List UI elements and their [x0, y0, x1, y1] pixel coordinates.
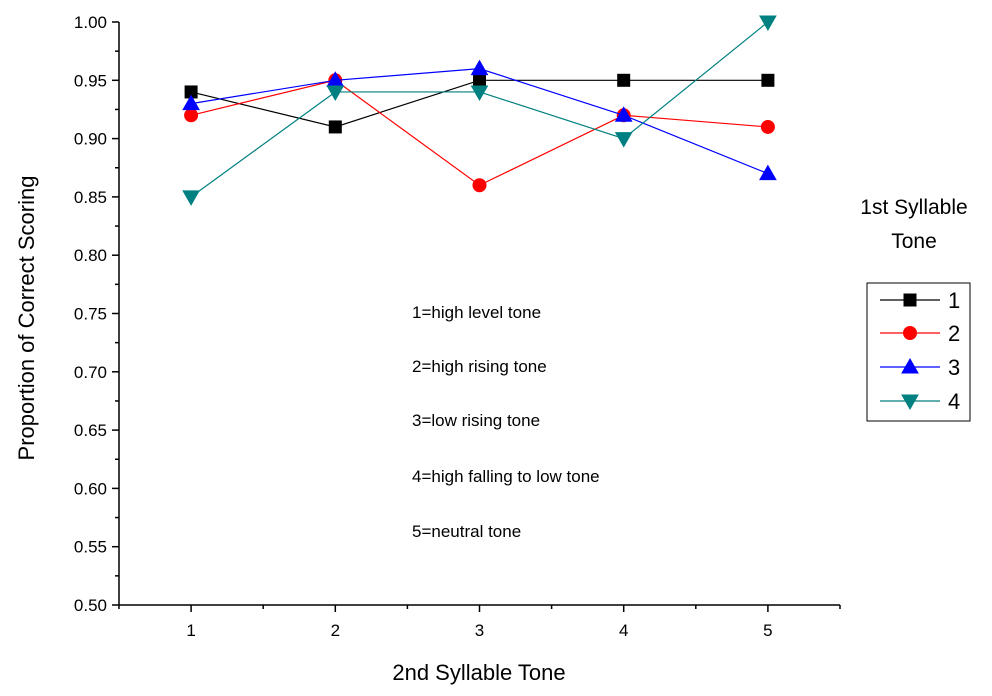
- annotation-1: 1=high level tone: [412, 303, 541, 322]
- x-tick-label: 5: [763, 621, 772, 640]
- data-point: [470, 85, 489, 101]
- data-point: [182, 94, 200, 111]
- y-tick-label: 0.85: [74, 188, 107, 207]
- x-tick-label: 3: [475, 621, 484, 640]
- data-point: [759, 164, 777, 181]
- data-point: [182, 190, 200, 206]
- legend-item-4: 4: [880, 389, 960, 414]
- y-tick-label: 1.00: [74, 13, 107, 32]
- y-tick-label: 0.55: [74, 538, 107, 557]
- legend: 1st Syllable Tone 1 2 3 4: [860, 196, 971, 422]
- legend-marker: [903, 293, 917, 307]
- series-line: [190, 21, 769, 198]
- x-tick-label: 4: [619, 621, 628, 640]
- legend-title-line1: 1st Syllable: [860, 196, 967, 219]
- data-point: [328, 120, 342, 134]
- data-point: [761, 73, 775, 87]
- annotation-3: 3=low rising tone: [412, 411, 540, 430]
- y-tick-label: 0.50: [74, 596, 107, 615]
- series-3: [182, 59, 777, 181]
- data-point: [326, 85, 345, 101]
- annotation-4: 4=high falling to low tone: [412, 467, 600, 486]
- x-axis-ticks: 1 2 3 4 5: [118, 605, 841, 640]
- legend-item-1: 1: [880, 288, 960, 313]
- annotation-5: 5=neutral tone: [412, 522, 521, 541]
- legend-marker: [903, 326, 917, 340]
- legend-marker: [901, 357, 919, 374]
- x-tick-label: 1: [186, 621, 195, 640]
- data-point: [184, 108, 199, 123]
- x-axis-title: 2nd Syllable Tone: [392, 660, 565, 685]
- data-point: [617, 73, 631, 87]
- y-tick-label: 0.65: [74, 421, 107, 440]
- y-tick-label: 0.90: [74, 130, 107, 149]
- legend-label: 3: [948, 355, 960, 380]
- data-point: [614, 132, 633, 148]
- data-point: [472, 178, 487, 193]
- y-tick-label: 0.70: [74, 363, 107, 382]
- data-point: [614, 106, 633, 122]
- legend-label: 1: [948, 288, 960, 313]
- legend-box: [866, 282, 971, 422]
- data-point: [470, 59, 489, 76]
- legend-marker: [901, 394, 919, 411]
- y-tick-label: 0.60: [74, 479, 107, 498]
- x-tick-label: 2: [331, 621, 340, 640]
- y-axis-title: Proportion of Correct Scoring: [14, 176, 39, 461]
- data-point: [473, 73, 486, 87]
- series-4: [182, 15, 777, 206]
- y-tick-label: 0.80: [74, 246, 107, 265]
- annotation-layer: 1=high level tone 2=high rising tone 3=l…: [412, 303, 600, 541]
- y-axis-ticks: 0.50 0.55 0.60 0.65 0.70 0.75 0.80 0.85 0.90 0.95…: [74, 13, 119, 615]
- legend-items: 1 2 3 4: [880, 288, 960, 414]
- legend-label: 4: [948, 389, 960, 414]
- legend-item-2: 2: [880, 321, 960, 346]
- legend-title-line2: Tone: [891, 230, 937, 253]
- series-1: [184, 73, 775, 134]
- y-tick-label: 0.95: [74, 71, 107, 90]
- legend-label: 2: [948, 321, 960, 346]
- data-point: [759, 15, 777, 32]
- annotation-2: 2=high rising tone: [412, 357, 547, 376]
- data-point: [760, 119, 775, 134]
- legend-item-3: 3: [880, 355, 960, 380]
- y-tick-label: 0.75: [74, 305, 107, 324]
- series-layer: [182, 15, 777, 206]
